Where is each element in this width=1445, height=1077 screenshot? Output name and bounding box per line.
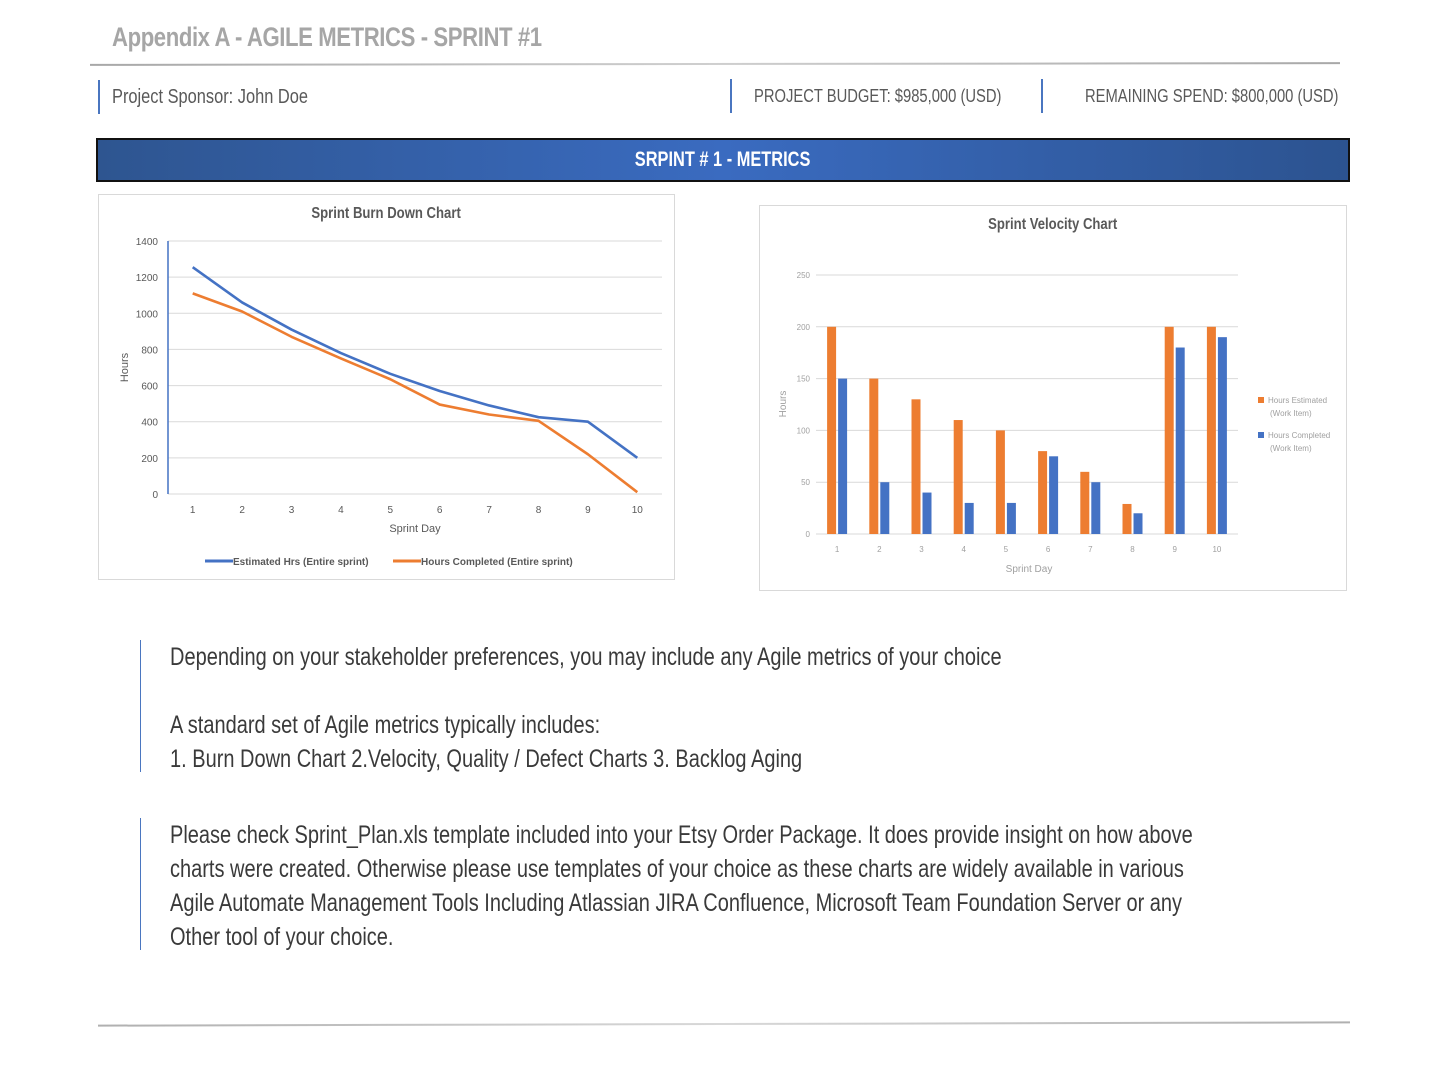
metrics-list: 1. Burn Down Chart 2.Velocity, Quality /… [170,745,803,773]
burndown-chart-title: Sprint Burn Down Chart [311,205,462,222]
metrics-list-intro: A standard set of Agile metrics typicall… [170,711,601,739]
svg-text:(Work Item): (Work Item) [1270,444,1312,453]
svg-text:250: 250 [797,271,811,280]
title-divider [89,62,1341,66]
project-budget-text: PROJECT BUDGET: $985,000 (USD) [754,85,1002,106]
svg-text:1: 1 [835,545,840,554]
svg-text:4: 4 [338,505,344,516]
svg-text:3: 3 [919,545,924,554]
svg-text:Hours Completed (Entire sprint: Hours Completed (Entire sprint) [421,557,573,568]
svg-text:1400: 1400 [136,237,159,248]
remaining-spend: REMAINING SPEND: $800,000 (USD) [1041,79,1394,113]
svg-text:400: 400 [141,418,158,429]
template-note-line: Agile Automate Management Tools Includin… [170,889,1183,917]
svg-text:1200: 1200 [136,273,159,284]
svg-text:Hours: Hours [119,352,131,382]
metrics-note-line: Depending on your stakeholder preference… [170,643,1002,671]
svg-text:6: 6 [1046,545,1051,554]
burndown-chart: Sprint Burn Down Chart 0 200 400 600 800 1000… [98,194,675,580]
svg-text:9: 9 [585,505,591,516]
svg-text:200: 200 [141,454,158,465]
svg-text:Hours: Hours [778,391,789,418]
svg-text:50: 50 [801,478,810,487]
svg-text:Hours Estimated: Hours Estimated [1268,396,1327,405]
section-banner-title: SRPINT # 1 - METRICS [635,148,811,171]
project-sponsor: Project Sponsor: John Doe [98,80,351,114]
template-note-line: charts were created. Otherwise please us… [170,855,1184,883]
svg-text:150: 150 [797,375,811,384]
svg-text:800: 800 [141,345,158,356]
burndown-plot: 0 200 400 600 800 1000 1200 1400 1 2 3 4 5 6 7 8 9 10 Spri… [119,237,662,568]
velocity-chart-title: Sprint Velocity Chart [988,216,1118,233]
svg-text:6: 6 [437,505,443,516]
page-title: Appendix A - AGILE METRICS - SPRINT #1 [112,22,542,52]
velocity-chart: Sprint Velocity Chart 0 50 100 150 200 250 1 2 3… [759,205,1347,591]
svg-text:Sprint Day: Sprint Day [1006,564,1053,575]
section-banner: SRPINT # 1 - METRICS [96,138,1350,182]
svg-text:9: 9 [1172,545,1177,554]
metrics-note: Depending on your stakeholder preference… [140,640,1209,773]
svg-text:8: 8 [536,505,542,516]
remaining-spend-text: REMAINING SPEND: $800,000 (USD) [1085,85,1339,106]
svg-text:Hours Completed: Hours Completed [1268,431,1330,440]
svg-text:4: 4 [961,545,966,554]
svg-text:Sprint Day: Sprint Day [389,523,441,535]
project-sponsor-text: Project Sponsor: John Doe [112,85,309,108]
svg-text:1000: 1000 [136,309,159,320]
svg-text:0: 0 [152,490,158,501]
template-note: Please check Sprint_Plan.xls template in… [140,818,1445,951]
footer-divider [97,1021,1351,1027]
svg-text:7: 7 [1088,545,1093,554]
svg-text:0: 0 [806,530,811,539]
svg-text:5: 5 [388,505,394,516]
svg-text:200: 200 [797,323,811,332]
template-note-line: Other tool of your choice. [170,923,394,951]
velocity-plot: 0 50 100 150 200 250 1 2 3 4 5 6 7 8 9 10 Sprint Day Hour… [778,271,1330,575]
svg-text:2: 2 [239,505,245,516]
svg-text:Estimated Hrs (Entire sprint): Estimated Hrs (Entire sprint) [233,557,369,568]
svg-text:(Work Item): (Work Item) [1270,409,1312,418]
template-note-line: Please check Sprint_Plan.xls template in… [170,821,1193,849]
svg-text:8: 8 [1130,545,1135,554]
svg-text:10: 10 [632,505,644,516]
svg-text:100: 100 [797,426,811,435]
svg-text:2: 2 [877,545,882,554]
svg-text:5: 5 [1004,545,1009,554]
svg-text:7: 7 [486,505,492,516]
project-budget: PROJECT BUDGET: $985,000 (USD) [730,79,1056,113]
svg-text:10: 10 [1212,545,1221,554]
svg-text:3: 3 [289,505,295,516]
svg-text:1: 1 [190,505,196,516]
svg-text:600: 600 [141,382,158,393]
